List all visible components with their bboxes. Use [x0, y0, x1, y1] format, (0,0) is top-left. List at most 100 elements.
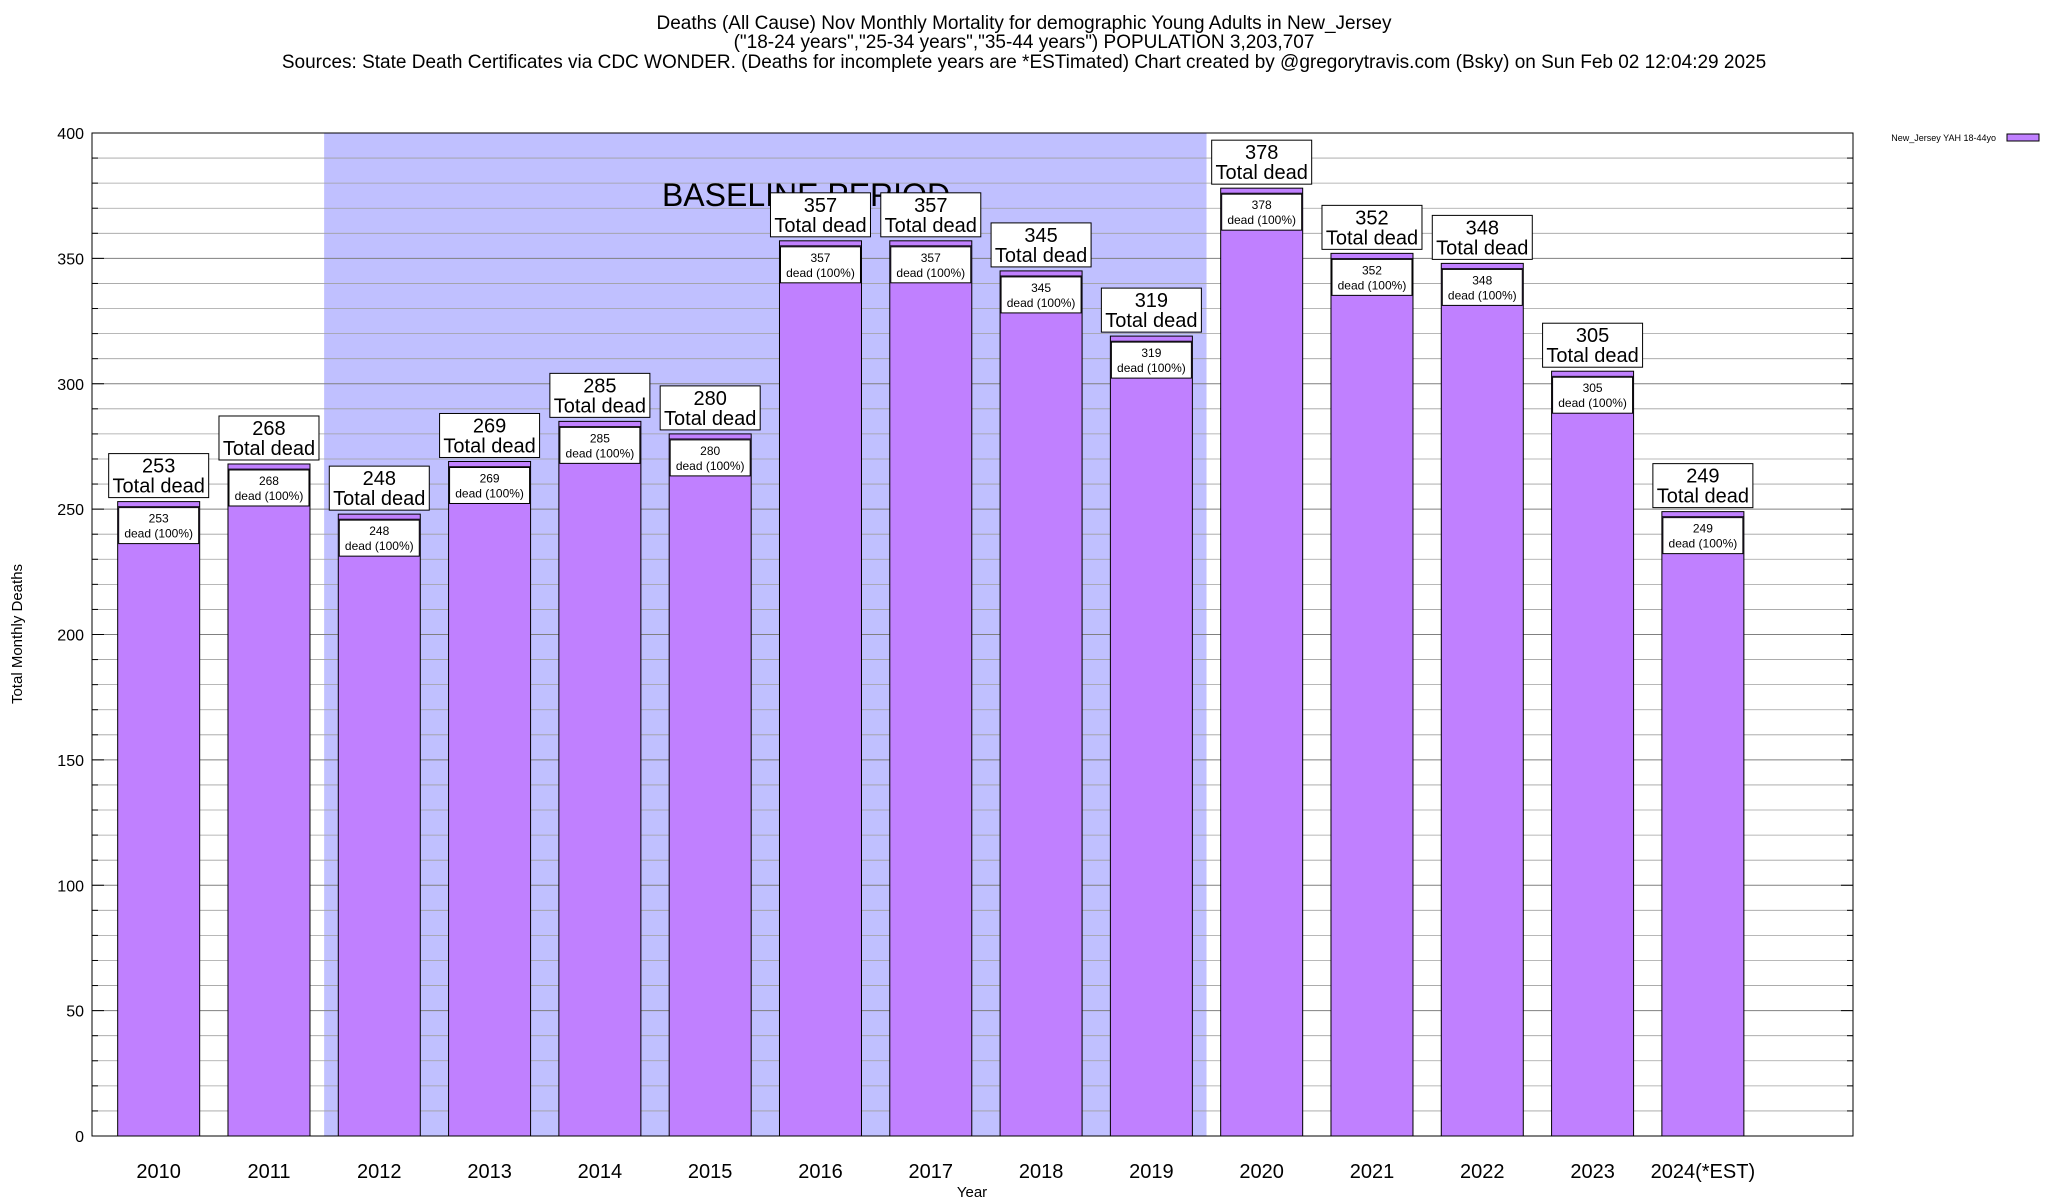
bar-top-label: Total dead	[1657, 486, 1749, 508]
bar-top-label: Total dead	[1326, 227, 1418, 249]
bar-top-value: 269	[473, 415, 506, 437]
bar-inner-value: 319	[1141, 346, 1161, 360]
x-tick-label: 2015	[688, 1161, 733, 1183]
bar-inner-label: dead (100%)	[786, 266, 855, 280]
bar-inner-label: dead (100%)	[124, 527, 193, 541]
bar-top-label: Total dead	[113, 476, 205, 498]
bar	[448, 460, 532, 1137]
bar-top-label-box	[1542, 322, 1644, 368]
bar	[1109, 335, 1193, 1137]
bar	[889, 240, 973, 1137]
bar	[1220, 187, 1304, 1137]
bar-inner-label-box	[228, 469, 310, 507]
y-tick-label: 50	[66, 1004, 84, 1021]
bar	[117, 501, 201, 1137]
bar-top-label: Total dead	[1105, 310, 1197, 332]
bar-inner-label-box	[1331, 258, 1413, 296]
bar-top-label-box	[108, 453, 210, 499]
x-tick-label: 2018	[1019, 1161, 1064, 1183]
bar-inner-label-box	[1441, 268, 1523, 306]
bar-inner-value: 357	[921, 251, 941, 265]
bar-top-label-box	[1100, 287, 1202, 333]
bar-top-value: 253	[142, 456, 175, 478]
bar-top-label-box	[659, 385, 761, 431]
bar-inner-label-box	[118, 507, 200, 545]
bar-top-label: Total dead	[1436, 237, 1528, 259]
bar-top-label-box	[1321, 204, 1423, 250]
bar-inner-label-box	[1662, 517, 1744, 555]
y-tick-label: 0	[75, 1129, 84, 1146]
x-tick-label: 2021	[1350, 1161, 1395, 1183]
bar-top-label-box	[328, 465, 430, 511]
bar-top-label-box	[439, 412, 541, 458]
bar-inner-label: dead (100%)	[235, 489, 304, 503]
bar-top-label: Total dead	[333, 488, 425, 510]
bar-top-label-box	[218, 415, 320, 461]
bar-top-label-box	[1211, 139, 1313, 185]
bar	[227, 463, 311, 1137]
bar	[1440, 262, 1524, 1137]
bar-top-label: Total dead	[1216, 162, 1308, 184]
bar-top-value: 249	[1686, 466, 1719, 488]
bar-top-value: 348	[1466, 217, 1499, 239]
bar-inner-label-box	[338, 519, 420, 557]
x-tick-label: 2024(*EST)	[1651, 1161, 1756, 1183]
bar-inner-value: 345	[1031, 281, 1051, 295]
bar	[778, 240, 862, 1137]
bar-top-label-box	[880, 192, 982, 238]
bar-top-value: 357	[804, 195, 837, 217]
y-tick-label: 250	[57, 502, 84, 519]
bar-inner-value: 268	[259, 474, 279, 488]
plot-frame	[91, 132, 1854, 1137]
bar-inner-value: 253	[149, 512, 169, 526]
bar-inner-label: dead (100%)	[1227, 213, 1296, 227]
bar-inner-label: dead (100%)	[1558, 396, 1627, 410]
bar-inner-value: 357	[810, 251, 830, 265]
y-tick-label: 350	[57, 251, 84, 268]
bar-top-label: Total dead	[443, 435, 535, 457]
x-tick-label: 2014	[578, 1161, 623, 1183]
bar-inner-label-box	[779, 246, 861, 284]
bar-top-value: 352	[1355, 207, 1388, 229]
bar-inner-value: 248	[369, 524, 389, 538]
bar-inner-label: dead (100%)	[1338, 278, 1407, 292]
bar-top-value: 248	[363, 468, 396, 490]
x-tick-label: 2020	[1239, 1161, 1284, 1183]
bar-inner-label-box	[559, 426, 641, 464]
bar-top-label: Total dead	[885, 215, 977, 237]
bar-top-value: 285	[583, 375, 616, 397]
bar-top-label-box	[1652, 463, 1754, 509]
x-tick-label: 2019	[1129, 1161, 1174, 1183]
chart-title: Deaths (All Cause) Nov Monthly Mortality…	[656, 13, 1392, 34]
bar	[337, 513, 421, 1137]
bar-inner-value: 378	[1252, 198, 1272, 212]
chart-sources: Sources: State Death Certificates via CD…	[281, 52, 1767, 73]
y-tick-label: 300	[57, 377, 84, 394]
bar	[1551, 370, 1635, 1137]
y-tick-label: 400	[57, 126, 84, 143]
bar-inner-value: 280	[700, 444, 720, 458]
x-tick-label: 2022	[1460, 1161, 1505, 1183]
bar-inner-value: 249	[1693, 522, 1713, 536]
bar	[999, 270, 1083, 1137]
chart-subtitle: ("18-24 years","25-34 years","35-44 year…	[733, 32, 1315, 53]
bar-top-label-box	[990, 222, 1092, 268]
x-tick-label: 2010	[136, 1161, 181, 1183]
x-tick-label: 2011	[247, 1161, 290, 1183]
bar-inner-label-box	[890, 246, 972, 284]
bar-top-label: Total dead	[995, 245, 1087, 267]
bar-top-value: 357	[914, 195, 947, 217]
y-tick-label: 100	[57, 878, 84, 895]
bar-top-value: 345	[1024, 225, 1057, 247]
bar-inner-value: 269	[480, 471, 500, 485]
y-tick-label: 150	[57, 753, 84, 770]
legend-label: New_Jersey YAH 18-44yo	[1891, 133, 1996, 143]
bar-top-label-box	[549, 372, 651, 418]
bar	[668, 433, 752, 1137]
bar-inner-label-box	[1221, 193, 1303, 231]
bar-top-value: 268	[252, 418, 285, 440]
bar-inner-label: dead (100%)	[1669, 537, 1738, 551]
bar-top-value: 319	[1135, 290, 1168, 312]
bar-inner-label: dead (100%)	[1007, 296, 1076, 310]
